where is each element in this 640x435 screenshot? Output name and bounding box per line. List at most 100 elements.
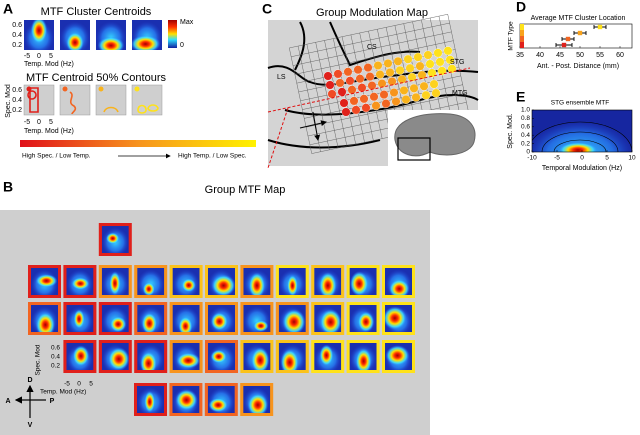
heat-peak: [247, 393, 269, 413]
electrode: [431, 88, 441, 98]
electrode: [349, 96, 359, 106]
electrode: [409, 83, 419, 93]
x-tick-label: 0: [580, 155, 584, 162]
y-tick-label: 0.6: [51, 345, 60, 352]
chart-title: Average MTF Cluster Location: [531, 15, 626, 22]
electrode: [393, 56, 403, 66]
x-tick-label: -5: [24, 119, 30, 126]
heatmap: [207, 386, 235, 413]
heat-peak: [175, 389, 198, 411]
electrode: [327, 89, 337, 99]
heat-peak: [142, 282, 155, 295]
electrode: [389, 87, 399, 97]
heat-peak: [210, 349, 227, 364]
x-tick-label: 40: [536, 52, 544, 59]
x-tick-label: -5: [24, 53, 30, 60]
contour: [541, 131, 619, 152]
x-tick-label: 5: [49, 53, 53, 60]
x-tick-label: 35: [516, 52, 524, 59]
point: [565, 36, 571, 42]
electrode: [353, 65, 363, 75]
x-tick-label: 0: [37, 119, 41, 126]
heatmap: [278, 268, 306, 295]
grid-cell: [289, 14, 448, 49]
heatmap: [243, 268, 271, 295]
x-label: Temp. Mod (Hz): [24, 61, 74, 68]
heat-peak: [66, 32, 84, 50]
heatmap: [278, 305, 306, 332]
x-tick-label: -5: [554, 155, 560, 162]
orientation: [299, 111, 327, 141]
heatmap: [314, 305, 342, 332]
y-label: Spec. Mod: [35, 344, 42, 375]
electrode: [347, 85, 357, 95]
grid-cell: [291, 22, 450, 57]
heat-peak: [287, 274, 298, 295]
y-tick-label: 0: [526, 149, 530, 156]
heatmap: [137, 305, 165, 332]
x-label: Temporal Modulation (Hz): [542, 165, 622, 172]
heatmap: [96, 20, 126, 50]
brain-inset: [394, 113, 476, 157]
y-label: Spec. Mod: [5, 84, 12, 118]
panel-title: Group Modulation Map: [316, 7, 428, 19]
electrode: [335, 78, 345, 88]
panel-letter: C: [262, 1, 272, 17]
scale-label: High Temp. / Low Spec.: [178, 153, 247, 160]
electrode: [357, 83, 367, 93]
heat-peak: [248, 272, 266, 295]
electrode: [359, 94, 369, 104]
y-tick-label: 0.4: [521, 132, 530, 139]
heatmap: [208, 268, 235, 295]
heatmap: [385, 305, 412, 332]
electrode: [375, 69, 385, 79]
compass-label: D: [27, 377, 32, 384]
electrode: [421, 90, 431, 100]
electrode: [339, 98, 349, 108]
electrode: [433, 48, 443, 58]
y-tick-label: 0.4: [12, 32, 22, 39]
y-tick-label: 1.0: [521, 107, 530, 114]
heatmap: [208, 305, 235, 332]
heatmap: [66, 343, 94, 370]
heatmap: [243, 305, 271, 332]
heatmap: [385, 268, 412, 295]
y-tick-label: 0.6: [521, 124, 530, 131]
electrode: [401, 94, 411, 104]
heatmap: [137, 386, 164, 413]
heat-peak: [73, 309, 85, 329]
x-tick-label: 50: [576, 52, 584, 59]
heatmap: [349, 343, 377, 370]
heat-peak: [319, 309, 342, 332]
y-tick-label: 0.6: [12, 22, 22, 29]
heat-peak: [181, 278, 196, 293]
heat-peak: [385, 345, 410, 366]
heatmap: [208, 343, 235, 370]
electrode: [435, 57, 445, 67]
heat-peak: [72, 345, 90, 367]
axis-line: [267, 107, 289, 169]
electrode: [323, 71, 333, 81]
heat-peak: [109, 316, 127, 332]
region-label: CS: [367, 44, 377, 51]
inset-box: [397, 137, 431, 161]
point: [561, 42, 567, 48]
heatmap: [172, 343, 200, 370]
electrode: [397, 74, 407, 84]
electrode: [363, 63, 373, 73]
heatmap: [532, 110, 632, 152]
heatmap: [385, 343, 412, 370]
electrode: [399, 85, 409, 95]
compass: [14, 384, 46, 418]
compass-label: A: [5, 398, 10, 405]
panel-letter: E: [516, 89, 525, 105]
x-tick-label: 45: [556, 52, 564, 59]
grid-cell: [306, 93, 465, 128]
heat-glow: [532, 120, 632, 152]
contour: [532, 121, 632, 152]
electrode: [333, 69, 343, 79]
x-tick-label: 5: [605, 155, 609, 162]
electrode: [387, 76, 397, 86]
electrode: [405, 63, 415, 73]
